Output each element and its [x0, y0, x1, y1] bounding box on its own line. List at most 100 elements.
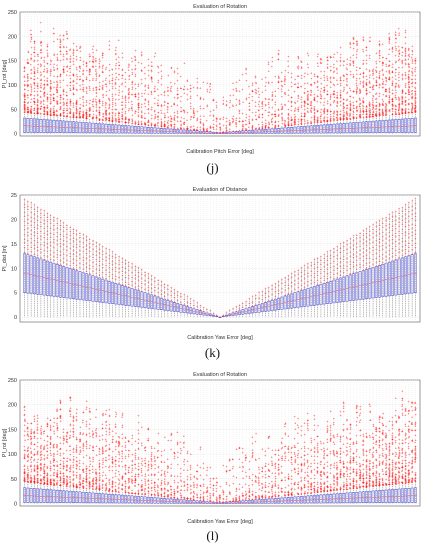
- outlier-point: +: [89, 67, 92, 72]
- outlier-point: +: [147, 68, 150, 73]
- outlier-point: +: [336, 101, 339, 106]
- outlier-point: +: [62, 57, 65, 62]
- outlier-point: +: [24, 82, 27, 87]
- outlier-point: +: [131, 70, 134, 75]
- outlier-point: +: [112, 110, 115, 115]
- outlier-point: +: [140, 119, 143, 124]
- outlier-point: +: [95, 88, 98, 93]
- outlier-point: +: [274, 112, 277, 117]
- outlier-point: +: [50, 112, 53, 117]
- outlier-point: +: [140, 122, 143, 127]
- outlier-point: +: [160, 110, 163, 115]
- outlier-point: +: [313, 115, 316, 120]
- outlier-point: +: [82, 115, 85, 120]
- outlier-point: +: [30, 104, 33, 109]
- outlier-point: +: [307, 97, 310, 102]
- outlier-point: +: [105, 117, 108, 122]
- outlier-point: +: [362, 49, 365, 54]
- outlier-point: +: [287, 115, 290, 120]
- outlier-point: +: [89, 113, 92, 118]
- outlier-point: +: [343, 74, 346, 79]
- outlier-point: +: [271, 97, 274, 102]
- outlier-point: +: [115, 57, 118, 62]
- outlier-point: +: [40, 101, 43, 106]
- outlier-point: +: [134, 74, 137, 79]
- outlier-point: +: [297, 81, 300, 86]
- outlier-point: +: [63, 89, 66, 94]
- outlier-point: +: [148, 73, 151, 78]
- outlier-point: +: [179, 98, 182, 103]
- outlier-point: +: [33, 83, 36, 88]
- outlier-point: +: [124, 115, 127, 120]
- outlier-point: +: [251, 125, 254, 130]
- outlier-point: +: [187, 126, 190, 131]
- outlier-point: +: [369, 89, 372, 94]
- outlier-point: +: [141, 110, 144, 115]
- outlier-point: +: [330, 114, 333, 119]
- chart-rotation-pitch: Evaluation of Rotation050100150200250PI_…: [2, 4, 421, 155]
- outlier-point: +: [173, 100, 176, 105]
- outlier-point: +: [196, 128, 199, 133]
- outlier-point: +: [98, 97, 101, 102]
- outlier-point: +: [362, 99, 365, 104]
- outlier-point: +: [265, 96, 268, 101]
- outlier-point: +: [92, 109, 95, 114]
- outlier-point: +: [326, 108, 329, 113]
- outlier-point: +: [140, 67, 143, 72]
- outlier-point: +: [43, 69, 46, 74]
- outlier-point: +: [66, 114, 69, 119]
- outlier-point: +: [23, 94, 26, 99]
- outlier-point: +: [365, 48, 368, 53]
- outlier-point: +: [56, 52, 59, 57]
- outlier-point: +: [261, 103, 264, 108]
- outlier-point: +: [277, 123, 280, 128]
- outlier-point: +: [65, 90, 68, 95]
- outlier-point: +: [60, 39, 63, 44]
- outlier-point: +: [59, 74, 62, 79]
- outlier-point: +: [343, 109, 346, 114]
- outlier-point: +: [329, 76, 332, 81]
- outlier-point: +: [352, 116, 355, 121]
- outlier-point: +: [261, 100, 264, 105]
- outlier-point: +: [319, 91, 322, 96]
- outlier-point: +: [365, 45, 368, 50]
- outlier-point: +: [30, 109, 33, 114]
- outlier-point: +: [79, 48, 82, 53]
- outlier-point: +: [43, 105, 46, 110]
- outlier-point: +: [157, 117, 160, 122]
- outlier-point: +: [349, 102, 352, 107]
- outlier-point: +: [317, 93, 320, 98]
- outlier-point: +: [49, 72, 52, 77]
- outlier-point: +: [366, 90, 369, 95]
- outlier-point: +: [235, 86, 238, 91]
- outlier-point: +: [76, 47, 79, 52]
- outlier-point: +: [232, 104, 235, 109]
- outlier-point: +: [43, 99, 46, 104]
- y-tick-label: 25: [11, 193, 17, 199]
- outlier-point: +: [170, 116, 173, 121]
- outlier-point: +: [79, 109, 82, 114]
- outlier-point: +: [66, 103, 69, 108]
- outlier-point: +: [49, 92, 52, 97]
- outlier-point: +: [27, 107, 30, 112]
- outlier-point: +: [368, 80, 371, 85]
- outlier-point: +: [86, 60, 89, 65]
- outlier-point: +: [362, 79, 365, 84]
- outlier-point: +: [330, 101, 333, 106]
- outlier-point: +: [281, 105, 284, 110]
- outlier-point: +: [157, 120, 160, 125]
- outlier-point: +: [53, 104, 56, 109]
- outlier-point: +: [115, 92, 118, 97]
- outlier-point: +: [124, 84, 127, 89]
- outlier-point: +: [209, 125, 212, 130]
- outlier-point: +: [95, 109, 98, 114]
- outlier-point: +: [278, 112, 281, 117]
- outlier-point: +: [47, 94, 50, 99]
- outlier-point: +: [134, 54, 137, 59]
- outlier-point: +: [40, 29, 43, 34]
- outlier-point: +: [176, 103, 179, 108]
- outlier-point: +: [209, 124, 212, 129]
- outlier-point: +: [307, 106, 310, 111]
- outlier-point: +: [37, 111, 40, 116]
- outlier-point: +: [316, 120, 319, 125]
